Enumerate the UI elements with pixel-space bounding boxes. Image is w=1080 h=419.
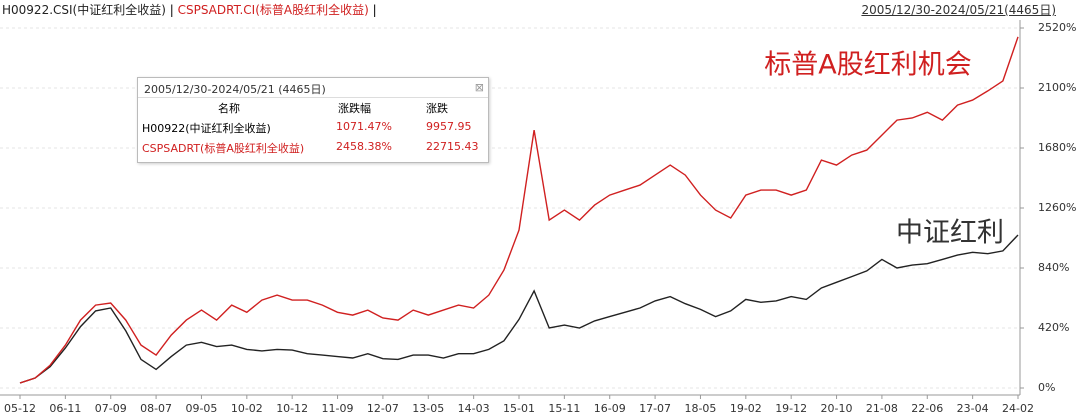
y-tick-label: 420%: [1038, 321, 1069, 334]
y-tick-label: 2100%: [1038, 81, 1076, 94]
series-line: [19, 36, 1019, 384]
header: 涨跌幅: [338, 102, 371, 115]
cell: 22715.43: [426, 140, 479, 153]
table-title: 2005/12/30-2024/05/21 (4465日): [144, 83, 326, 96]
x-tick-label: 12-07: [367, 402, 399, 415]
x-tick-label: 17-07: [639, 402, 671, 415]
series-line: [19, 234, 1019, 384]
x-tick-label: 15-11: [548, 402, 580, 415]
x-tick-label: 18-05: [684, 402, 716, 415]
x-tick-label: 11-09: [322, 402, 354, 415]
x-tick-label: 09-05: [185, 402, 217, 415]
cell: 2458.38%: [336, 140, 392, 153]
y-tick-label: 1260%: [1038, 201, 1076, 214]
date-range[interactable]: 2005/12/30-2024/05/21(4465日): [861, 3, 1056, 17]
legend-entry[interactable]: H00922.CSI(中证红利全收益): [2, 3, 166, 17]
x-tick-label: 19-12: [775, 402, 807, 415]
x-tick-label: 14-03: [458, 402, 490, 415]
divider: [138, 97, 488, 98]
x-tick-label: 21-08: [866, 402, 898, 415]
x-tick-label: 19-02: [730, 402, 762, 415]
annotation: 中证红利: [896, 218, 1004, 249]
x-tick-label: 23-04: [957, 402, 989, 415]
x-tick-label: 22-06: [911, 402, 943, 415]
cell: 1071.47%: [336, 120, 392, 133]
y-tick-label: 2520%: [1038, 21, 1076, 34]
x-tick-label: 10-12: [276, 402, 308, 415]
annotation: 标普A股红利机会: [764, 50, 971, 81]
x-tick-label: 20-10: [821, 402, 853, 415]
cell: CSPSADRT(标普A股红利全收益): [142, 142, 305, 155]
x-tick-label: 05-12: [4, 402, 36, 415]
x-tick-label: 24-02: [1002, 402, 1034, 415]
y-tick-label: 840%: [1038, 261, 1069, 274]
x-tick-label: 06-11: [49, 402, 81, 415]
cell: H00922(中证红利全收益): [142, 122, 271, 135]
legend-entry[interactable]: CSPSADRT.CI(标普A股红利全收益): [177, 3, 369, 17]
x-tick-label: 10-02: [231, 402, 263, 415]
x-tick-label: 16-09: [594, 402, 626, 415]
info-table: 2005/12/30-2024/05/21 (4465日) ⊠ 名称 涨跌幅 涨…: [137, 77, 489, 163]
cell: 9957.95: [426, 120, 472, 133]
header: 名称: [218, 102, 240, 115]
y-tick-label: 0%: [1038, 381, 1055, 394]
x-tick-label: 08-07: [140, 402, 172, 415]
legend: H00922.CSI(中证红利全收益) | CSPSADRT.CI(标普A股红利…: [2, 3, 377, 17]
x-tick-label: 15-01: [503, 402, 535, 415]
y-tick-label: 1680%: [1038, 141, 1076, 154]
x-tick-label: 07-09: [95, 402, 127, 415]
x-tick-label: 13-05: [412, 402, 444, 415]
close-icon[interactable]: ⊠: [474, 81, 484, 94]
header: 涨跌: [426, 102, 448, 115]
